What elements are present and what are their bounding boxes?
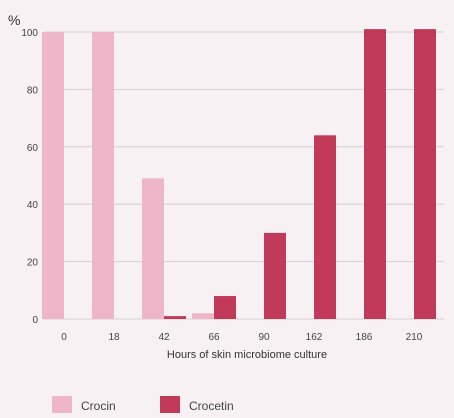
bar-crocetin-66	[214, 296, 236, 319]
bar-crocin-18	[92, 32, 114, 319]
x-tick-label: 42	[158, 332, 170, 343]
y-tick-label: 0	[32, 315, 38, 326]
y-tick-label: 60	[27, 143, 39, 154]
x-tick-label: 162	[306, 332, 323, 343]
bar-crocin-66	[192, 313, 214, 319]
x-tick-label: 186	[356, 332, 373, 343]
bar-crocetin-90	[264, 232, 286, 319]
x-tick-label: 210	[406, 332, 423, 343]
x-axis-label: Hours of skin microbiome culture	[167, 349, 327, 361]
y-tick-label: 100	[21, 28, 38, 39]
legend-label-crocetin: Crocetin	[189, 399, 234, 413]
bar-crocetin-162	[314, 135, 336, 319]
bar-crocetin-186	[364, 29, 386, 319]
y-axis-label: %	[8, 12, 20, 28]
y-tick-label: 20	[27, 258, 39, 269]
legend-swatch-crocetin	[160, 396, 180, 413]
bar-crocin-42	[142, 178, 164, 319]
legend: Crocin Crocetin	[52, 396, 234, 413]
x-tick-label: 0	[61, 332, 67, 343]
y-tick-labels: 0 20 40 60 80 100	[21, 28, 38, 326]
y-tick-label: 80	[27, 85, 39, 96]
legend-swatch-crocin	[52, 396, 72, 413]
bar-crocetin-210	[414, 29, 436, 319]
x-tick-label: 18	[108, 332, 120, 343]
bars	[42, 29, 436, 319]
bar-crocin-0	[42, 32, 64, 319]
y-tick-label: 40	[27, 200, 39, 211]
legend-label-crocin: Crocin	[81, 399, 116, 413]
x-tick-label: 66	[208, 332, 220, 343]
x-tick-labels: 0 18 42 66 90 162 186 210	[61, 332, 423, 343]
x-tick-label: 90	[258, 332, 270, 343]
bar-crocetin-42	[164, 316, 186, 319]
